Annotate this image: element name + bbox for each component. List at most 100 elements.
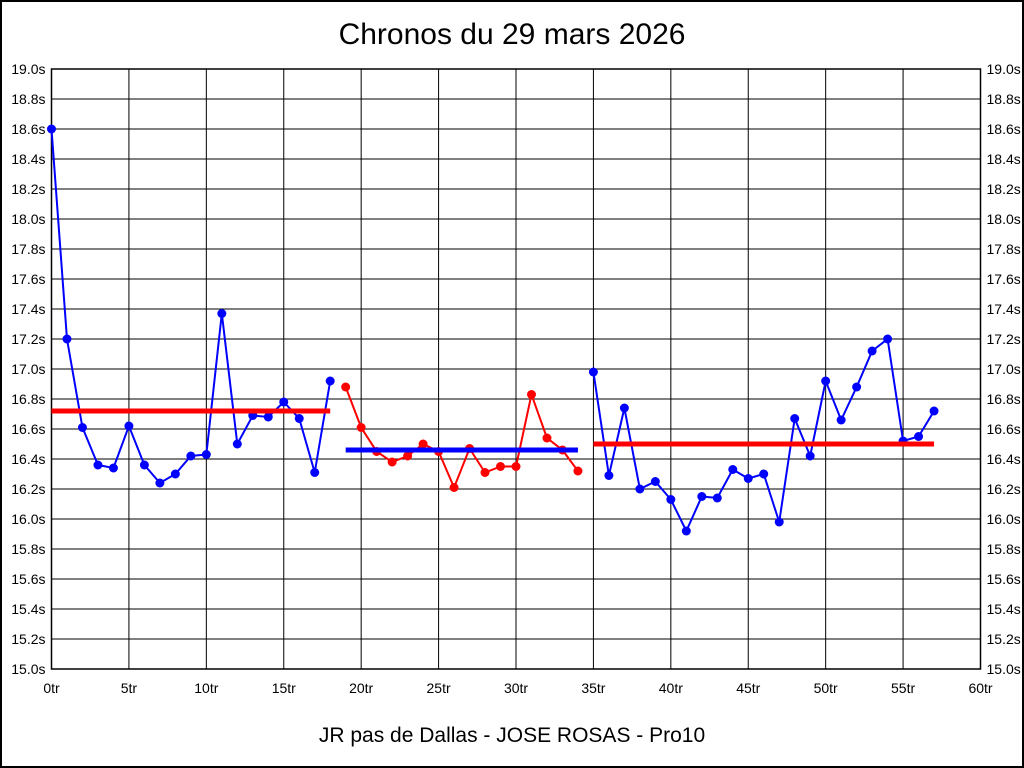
chart-caption: JR pas de Dallas - JOSE ROSAS - Pro10 [318,724,706,747]
y-tick-label-right: 15.4s [987,601,1021,617]
y-tick-label-left: 18.2s [11,181,45,197]
data-point-marker [619,403,629,413]
y-tick-label-left: 16.0s [11,511,45,527]
data-point-marker [418,439,428,449]
y-tick-label-right: 17.4s [987,301,1021,317]
x-tick-label: 50tr [814,680,838,696]
data-point-marker [201,450,211,459]
data-point-marker [387,457,397,467]
data-point-marker [356,423,366,432]
data-point-marker [604,471,614,480]
y-tick-label-left: 16.2s [11,481,45,497]
data-point-marker [139,460,149,470]
data-point-marker [155,478,165,488]
data-point-marker [403,451,413,461]
x-tick-label: 15tr [272,680,296,696]
data-point-marker [496,462,506,471]
data-point-marker [836,415,846,425]
data-point-marker [47,124,56,134]
laps-segment-2-line [344,386,579,491]
data-point-marker [852,382,862,392]
data-point-marker [712,493,722,503]
y-tick-label-right: 17.0s [987,361,1021,377]
y-tick-label-left: 18.0s [11,211,45,227]
data-point-marker [635,484,645,494]
average-lines-layer [51,408,935,453]
y-tick-label-left: 17.8s [11,241,45,257]
data-point-marker [294,414,304,423]
data-point-marker [170,469,180,479]
y-tick-label-right: 18.2s [987,181,1021,197]
data-point-marker [883,334,893,344]
y-tick-label-right: 17.8s [987,241,1021,257]
data-point-marker [480,468,490,477]
y-tick-label-left: 16.6s [11,421,45,437]
data-point-marker [743,474,753,483]
data-point-marker [821,376,831,386]
x-tick-label: 20tr [349,680,373,696]
y-tick-label-left: 18.6s [11,121,45,137]
axis-labels-layer: 19.0s 19.0s 18.8s 18.8s 18.6s 18.6s 18.4s 18.4s… [11,61,1021,696]
data-point-marker [62,334,72,344]
data-point-marker [217,309,227,318]
x-tick-label: 25tr [427,680,451,696]
y-tick-label-right: 17.6s [987,271,1021,287]
y-tick-label-right: 18.0s [987,211,1021,227]
x-tick-label: 60tr [968,680,992,696]
y-tick-label-left: 15.2s [11,631,45,647]
data-point-marker [588,367,598,377]
y-tick-label-right: 15.6s [987,571,1021,587]
x-tick-label: 30tr [504,680,528,696]
data-point-marker [805,451,815,461]
series-layer [47,124,939,536]
x-tick-label: 0tr [43,680,60,696]
data-point-marker [232,439,242,449]
data-point-marker [310,468,320,477]
x-tick-label: 5tr [121,680,138,696]
laps-segment-3 [588,334,939,536]
x-tick-label: 45tr [736,680,760,696]
x-tick-label: 55tr [891,680,915,696]
y-tick-label-right: 16.4s [987,451,1021,467]
data-point-marker [914,432,924,441]
y-tick-label-right: 19.0s [987,61,1021,77]
y-tick-label-left: 17.0s [11,361,45,377]
data-point-marker [449,483,459,492]
laps-segment-3-line [592,337,935,534]
data-point-marker [759,469,769,479]
data-point-marker [526,390,536,399]
y-tick-label-right: 18.4s [987,151,1021,167]
data-point-marker [77,423,87,432]
y-tick-label-right: 16.6s [987,421,1021,437]
data-point-marker [681,526,691,536]
y-tick-label-left: 15.0s [11,661,45,677]
data-point-marker [542,433,552,443]
data-point-marker [774,517,784,527]
plot-border [50,68,982,670]
y-tick-label-left: 18.4s [11,151,45,167]
data-point-marker [697,492,707,501]
data-point-marker [650,477,660,486]
y-tick-label-right: 17.2s [987,331,1021,347]
y-tick-label-left: 15.6s [11,571,45,587]
y-tick-label-left: 15.4s [11,601,45,617]
laps-segment-1 [47,124,335,488]
data-point-marker [263,412,273,422]
y-tick-label-left: 16.8s [11,391,45,407]
y-tick-label-right: 15.0s [987,661,1021,677]
data-point-marker [341,382,351,392]
x-tick-label: 10tr [194,680,218,696]
y-tick-label-left: 18.8s [11,91,45,107]
x-tick-label: 35tr [581,680,605,696]
y-tick-label-right: 16.2s [987,481,1021,497]
chart-title: Chronos du 29 mars 2026 [338,18,686,51]
data-point-marker [279,397,289,407]
y-tick-label-right: 18.8s [987,91,1021,107]
y-tick-label-left: 15.8s [11,541,45,557]
y-tick-label-right: 18.6s [987,121,1021,137]
y-tick-label-left: 16.4s [11,451,45,467]
grid-layer [50,68,982,670]
y-tick-label-left: 19.0s [11,61,45,77]
data-point-marker [124,421,134,431]
